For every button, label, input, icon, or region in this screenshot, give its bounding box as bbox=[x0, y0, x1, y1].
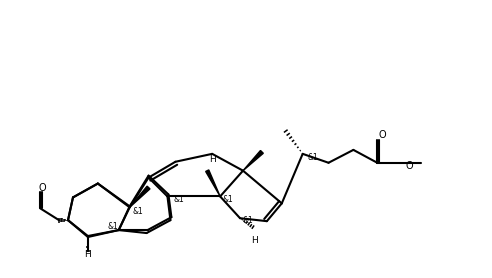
Text: O: O bbox=[38, 183, 46, 192]
Text: &1: &1 bbox=[223, 195, 234, 204]
Text: &1: &1 bbox=[107, 222, 118, 231]
Text: &1: &1 bbox=[307, 153, 318, 162]
Polygon shape bbox=[243, 150, 263, 171]
Polygon shape bbox=[130, 186, 150, 207]
Text: H: H bbox=[209, 155, 216, 164]
Polygon shape bbox=[206, 170, 220, 197]
Text: O: O bbox=[405, 161, 413, 171]
Text: H: H bbox=[85, 250, 92, 259]
Text: &1: &1 bbox=[173, 195, 184, 204]
Text: &1: &1 bbox=[243, 216, 253, 225]
Text: O: O bbox=[378, 130, 386, 140]
Text: H: H bbox=[251, 237, 258, 245]
Text: &1: &1 bbox=[132, 207, 143, 216]
